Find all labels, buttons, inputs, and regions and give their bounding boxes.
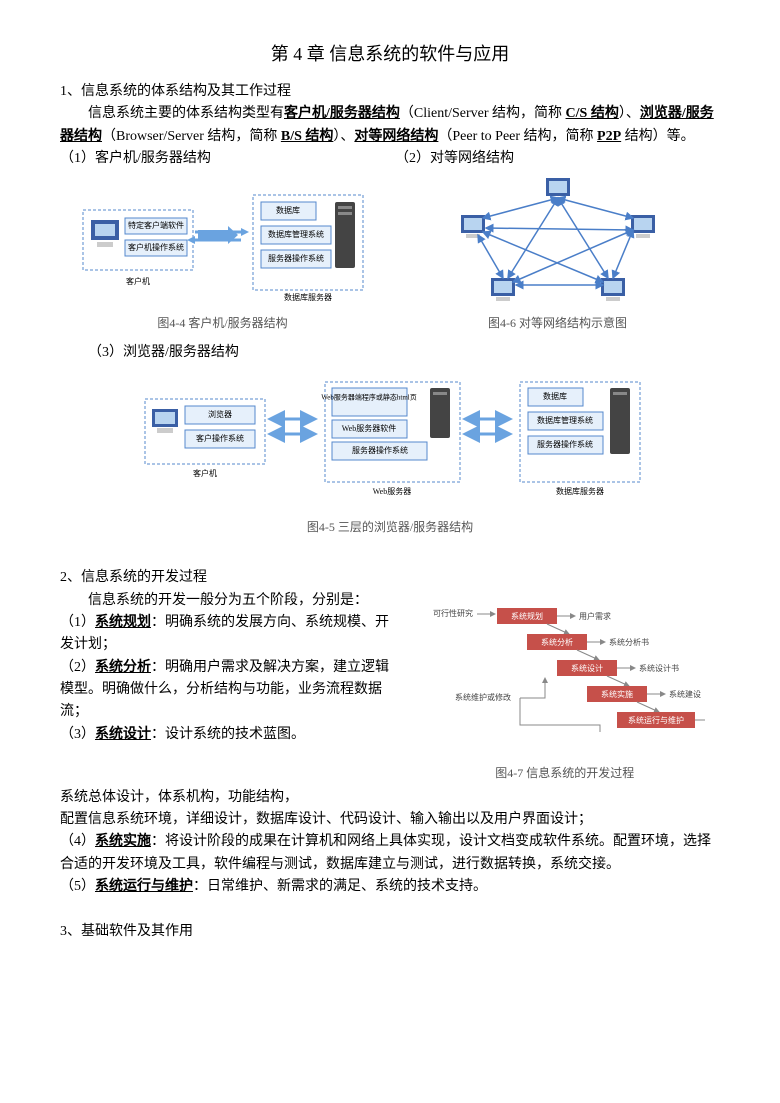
section1-body: 信息系统主要的体系结构类型有客户机/服务器结构（Client/Server 结构… — [60, 103, 720, 148]
text: （Browser/Server 结构，简称 — [102, 129, 281, 144]
cs-server-label: 数据库服务器 — [284, 292, 332, 302]
svg-text:系统规划: 系统规划 — [511, 610, 543, 620]
figure-cs: 特定客户端软件 客户机操作系统 客户机 数据库 数据库管理系统 服务器操作系统 … — [60, 170, 385, 337]
fig47-caption: 图4-7 信息系统的开发过程 — [410, 764, 720, 783]
text: （5） — [60, 879, 95, 894]
fig44-caption: 图4-4 客户机/服务器结构 — [60, 314, 385, 333]
figure-bs: 浏览器 客户操作系统 客户机 Web服务器端程序或静态html页 Web服务器软… — [60, 364, 720, 537]
cs-client-label: 客户机 — [126, 276, 150, 286]
svg-text:系统分析书: 系统分析书 — [609, 637, 649, 647]
phase2-term: 系统分析 — [95, 660, 151, 675]
text: （4） — [60, 834, 95, 849]
text: ）、 — [619, 106, 640, 121]
cs-client-os: 客户机操作系统 — [128, 242, 184, 252]
sub2-label: （2）对等网络结构 — [395, 148, 720, 170]
cs-db: 数据库 — [276, 205, 300, 215]
svg-text:用户需求: 用户需求 — [579, 611, 611, 621]
text: 信息系统的开发一般分为五个阶段，分别是： — [88, 593, 368, 608]
section2-continued: 系统总体设计，体系机构，功能结构， 配置信息系统环境，详细设计，数据库设计、代码… — [60, 787, 720, 832]
sub1-label: （1）客户机/服务器结构 — [60, 148, 385, 170]
phase4-line: （4）系统实施：将设计阶段的成果在计算机和网络上具体实现，设计文档变成软件系统。… — [60, 831, 720, 876]
bs-web-label: Web服务器 — [373, 486, 411, 496]
text: （Client/Server 结构，简称 — [400, 106, 566, 121]
cs-client-soft: 特定客户端软件 — [128, 220, 184, 230]
section2-heading: 2、信息系统的开发过程 — [60, 567, 720, 589]
section2-body: 信息系统的开发一般分为五个阶段，分别是： （1）系统规划：明确系统的发展方向、系… — [60, 590, 402, 787]
term-p2p: 对等网络结构 — [354, 129, 438, 144]
phase5-line: （5）系统运行与维护：日常维护、新需求的满足、系统的技术支持。 — [60, 876, 720, 898]
phase1-term: 系统规划 — [95, 615, 151, 630]
svg-text:系统设计书: 系统设计书 — [639, 663, 679, 673]
maintain-label: 系统维护或修改 — [455, 692, 511, 702]
text: ：日常维护、新需求的满足、系统的技术支持。 — [193, 879, 487, 894]
term-cs-short: C/S 结构 — [566, 106, 619, 121]
phase5-term: 系统运行与维护 — [95, 879, 193, 894]
bs-dbms: 数据库管理系统 — [537, 415, 593, 425]
phase4-term: 系统实施 — [95, 834, 151, 849]
text: ：将设计阶段的成果在计算机和网络上具体实现，设计文档变成软件系统。配置环境，选择… — [60, 834, 711, 871]
bs-browser: 浏览器 — [208, 409, 232, 419]
term-cs: 客户机/服务器结构 — [284, 106, 400, 121]
bs-db-label: 数据库服务器 — [556, 486, 604, 496]
text: （2） — [60, 660, 95, 675]
bs-db: 数据库 — [543, 391, 567, 401]
text: （Peer to Peer 结构，简称 — [438, 129, 597, 144]
svg-text:系统运行与维护: 系统运行与维护 — [628, 714, 684, 724]
text: ）、 — [333, 129, 354, 144]
partial: ：设计系统的技术蓝图。 — [151, 727, 305, 742]
phase3-term: 系统设计 — [95, 727, 151, 742]
term-p2p-short: P2P — [597, 129, 621, 144]
bs-db-os: 服务器操作系统 — [537, 439, 593, 449]
text: （3） — [60, 727, 95, 742]
svg-text:系统设计: 系统设计 — [571, 662, 603, 672]
text: 信息系统主要的体系结构类型有 — [88, 106, 284, 121]
section3-heading: 3、基础软件及其作用 — [60, 921, 720, 943]
term-bs-short: B/S 结构 — [281, 129, 334, 144]
fig45-caption: 图4-5 三层的浏览器/服务器结构 — [60, 518, 720, 537]
cs-dbms: 数据库管理系统 — [268, 229, 324, 239]
svg-text:系统实施: 系统实施 — [601, 688, 633, 698]
cs-server-os: 服务器操作系统 — [268, 253, 324, 263]
figure-phases: 系统规划 用户需求系统分析 系统分析书系统设计 系统设计书系统实施 系统建设系统运行与维… — [410, 590, 720, 787]
chapter-title: 第 4 章 信息系统的软件与应用 — [60, 40, 720, 69]
svg-text:系统分析: 系统分析 — [541, 636, 573, 646]
figure-p2p: 图4-6 对等网络结构示意图 — [395, 170, 720, 337]
bs-client-os: 客户操作系统 — [196, 433, 244, 443]
text: 结构）等。 — [621, 129, 695, 144]
bs-web-page: Web服务器端程序或静态html页 — [321, 393, 417, 402]
sub3-label: （3）浏览器/服务器结构 — [88, 342, 720, 364]
bs-client-label: 客户机 — [193, 468, 217, 478]
bs-web-os: 服务器操作系统 — [352, 445, 408, 455]
section1-heading: 1、信息系统的体系结构及其工作过程 — [60, 81, 720, 103]
fig46-caption: 图4-6 对等网络结构示意图 — [395, 314, 720, 333]
text: （1） — [60, 615, 95, 630]
bs-web-soft: Web服务器软件 — [342, 423, 396, 433]
feasibility: 可行性研究 — [433, 608, 473, 618]
svg-text:系统建设: 系统建设 — [669, 689, 701, 699]
